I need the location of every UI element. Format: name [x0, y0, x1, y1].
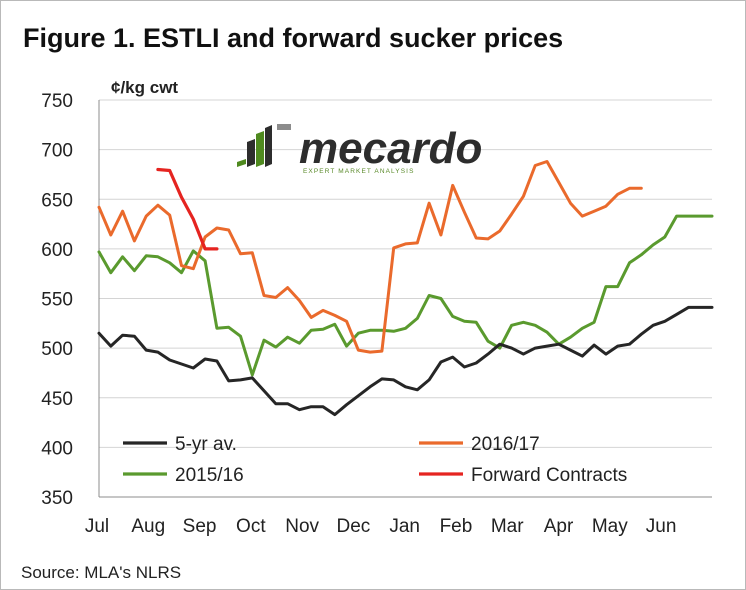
series-line-5-yr-av	[97, 305, 714, 417]
y-tick-label: 450	[41, 389, 73, 410]
legend: 5-yr av. 2016/17 2015/16 Forward Contracts	[123, 434, 627, 486]
y-tick-label: 750	[41, 91, 73, 112]
x-tick-label: Jun	[646, 516, 677, 537]
source-note: Source: MLA's NLRS	[21, 563, 182, 582]
x-tick-label: Dec	[337, 516, 371, 537]
legend-label-2015-16: 2015/16	[175, 465, 244, 486]
legend-label-forward-contracts: Forward Contracts	[471, 465, 627, 486]
series-lines	[97, 160, 714, 417]
logo-tagline: EXPERT MARKET ANALYSIS	[303, 168, 415, 175]
chart-title: Figure 1. ESTLI and forward sucker price…	[23, 23, 564, 53]
x-tick-label: Nov	[285, 516, 319, 537]
y-tick-label: 600	[41, 240, 73, 261]
logo-bar	[247, 139, 255, 167]
y-tick-label: 500	[41, 339, 73, 360]
y-tick-label: 550	[41, 290, 73, 311]
y-tick-label: 400	[41, 438, 73, 459]
x-tick-label: Apr	[544, 516, 574, 537]
logo-bar	[256, 131, 264, 167]
series-line-2015-16	[97, 214, 714, 377]
x-tick-label: May	[592, 516, 628, 537]
x-tick-label: Mar	[491, 516, 524, 537]
logo-bar	[237, 159, 246, 167]
logo-wordmark: mecardo	[299, 124, 482, 173]
x-tick-label: Jul	[85, 516, 109, 537]
x-tick-label: Sep	[183, 516, 217, 537]
logo-tab	[277, 124, 291, 130]
y-axis-unit-label: ¢/kg cwt	[111, 78, 178, 97]
series-line-2016-17	[97, 160, 643, 354]
x-tick-label: Feb	[440, 516, 473, 537]
x-tick-label: Jan	[389, 516, 420, 537]
y-tick-label: 700	[41, 141, 73, 162]
x-tick-label: Aug	[131, 516, 165, 537]
y-tick-label: 350	[41, 488, 73, 509]
logo-bar	[265, 125, 272, 167]
axes: 350 400 450 500 550 600 650 700 750 ¢/kg cwt Jul Au…	[41, 78, 712, 537]
legend-label-2016-17: 2016/17	[471, 434, 540, 455]
y-tick-label: 650	[41, 190, 73, 211]
x-tick-label: Oct	[236, 516, 266, 537]
series-line-forward-contracts	[156, 167, 219, 251]
legend-label-5-yr-av: 5-yr av.	[175, 434, 237, 455]
